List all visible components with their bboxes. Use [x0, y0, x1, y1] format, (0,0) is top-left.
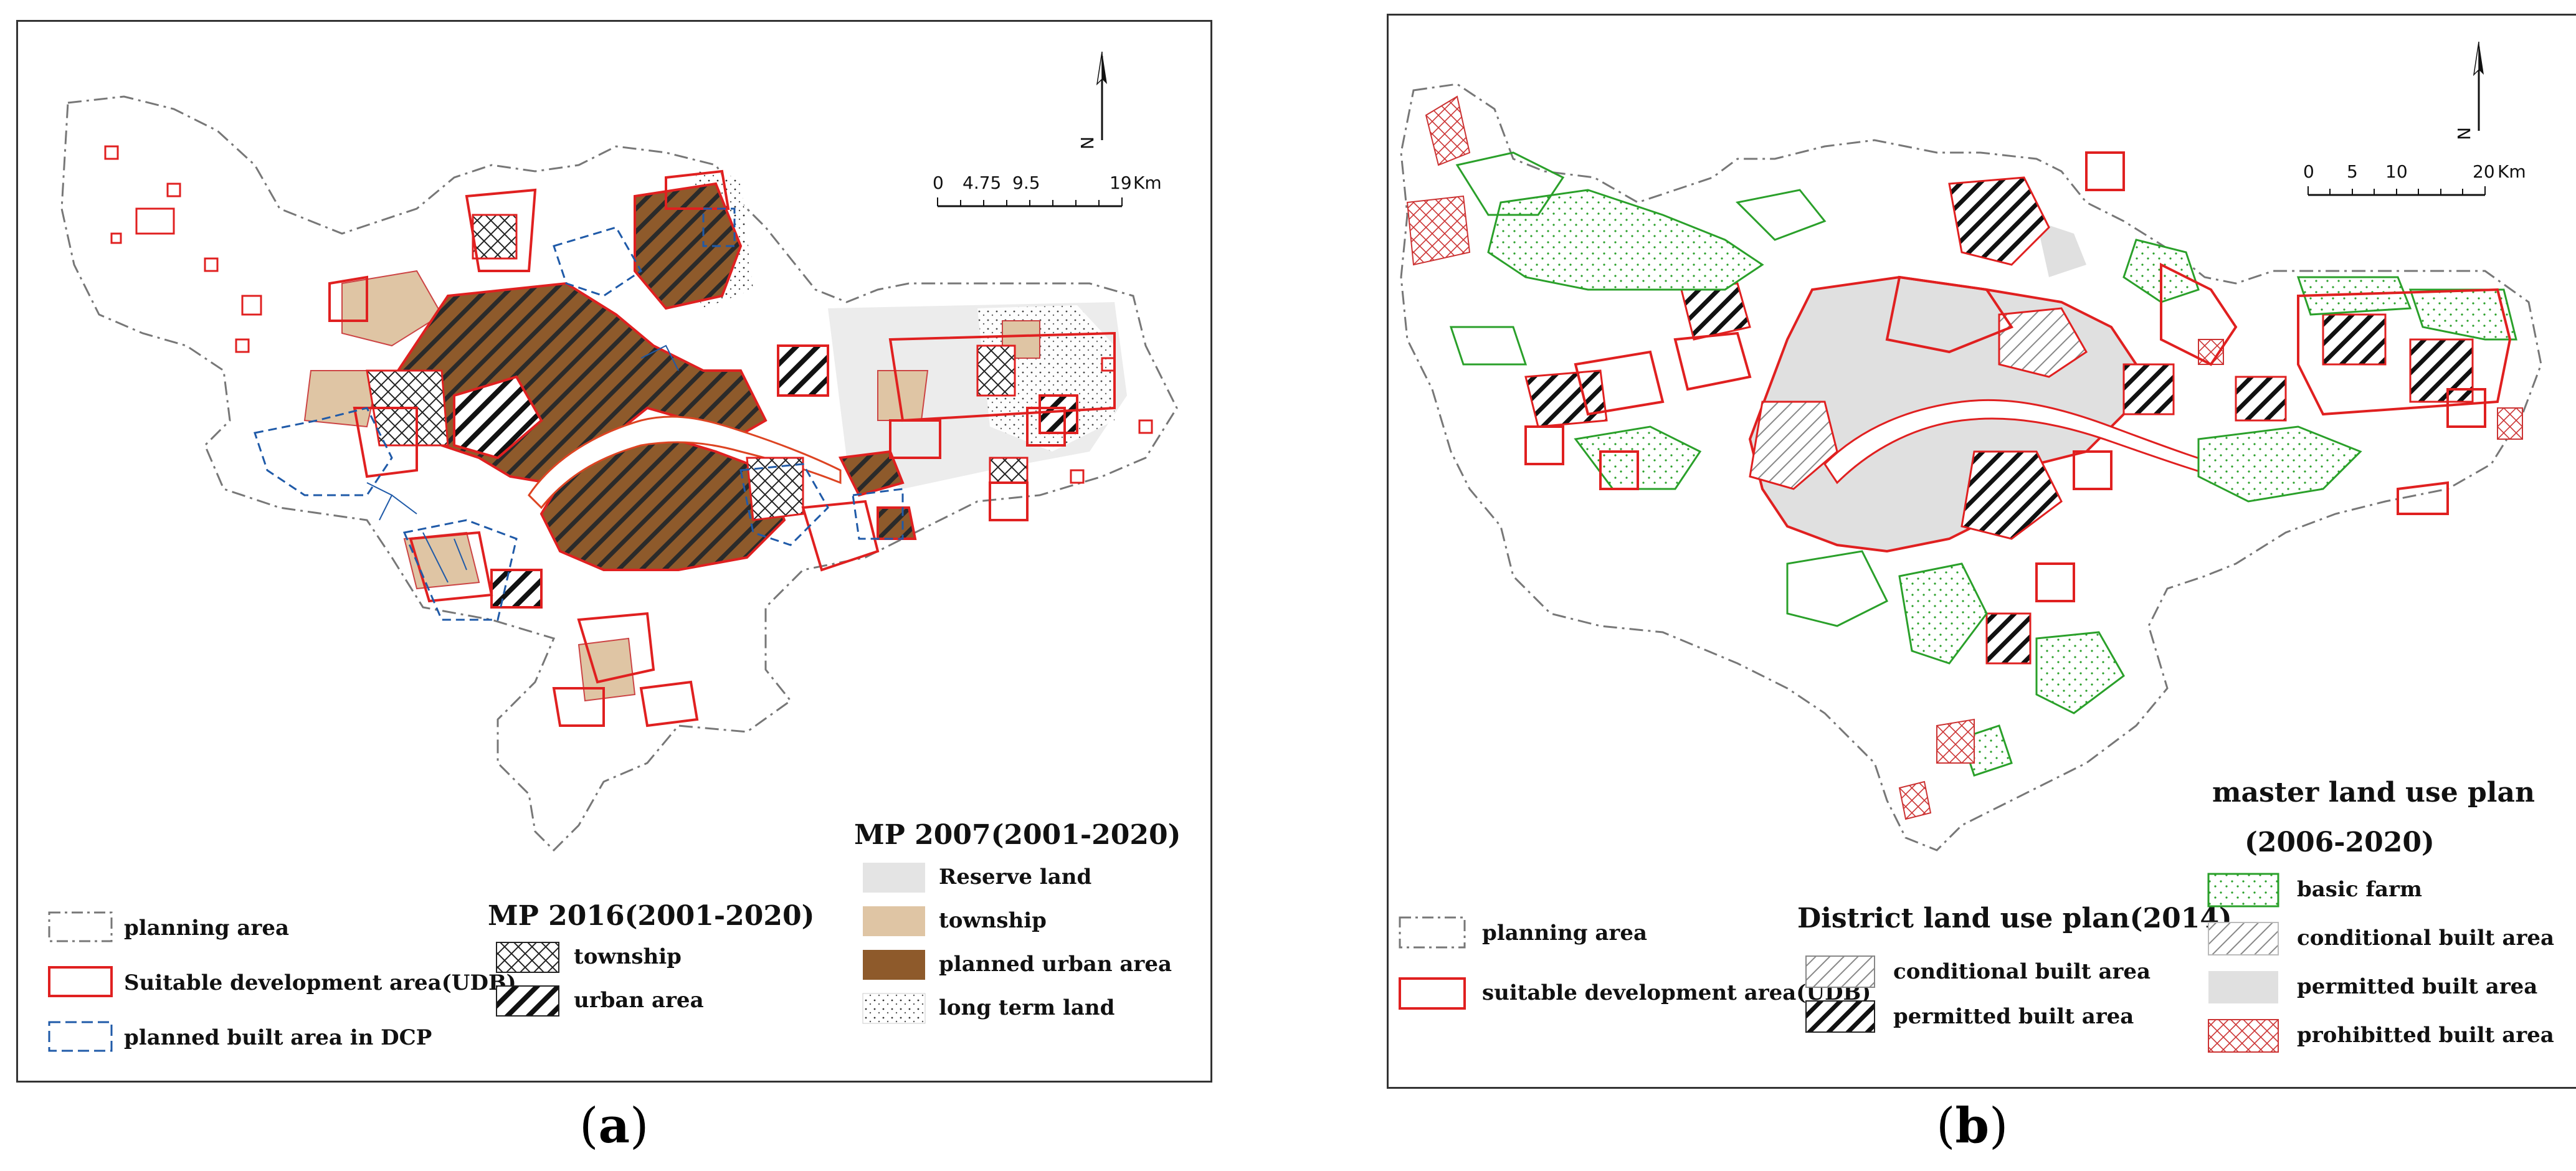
- legend-symbol-planning-area: [48, 911, 113, 942]
- north-label-b: N: [2454, 127, 2474, 140]
- legend-general: planning area Suitable development area(…: [48, 911, 516, 1052]
- river: [528, 415, 842, 510]
- scale-unit: Km: [1133, 173, 1162, 193]
- legend-b-label-planning-area: planning area: [1482, 921, 1647, 946]
- north-arrow: N: [1077, 51, 1107, 149]
- legend-label-planned-urban: planned urban area: [939, 952, 1172, 977]
- legend-label-dcp: planned built area in DCP: [124, 1025, 432, 1050]
- north-arrow-b: N: [2454, 41, 2484, 140]
- udb-small-parcels: [104, 145, 1153, 484]
- dcp-planned-built-area: [254, 207, 904, 621]
- legend-label-urban-area: urban area: [574, 988, 704, 1013]
- legend-b-symbol-planning-area: [1399, 916, 1466, 949]
- dcp-fragments: [366, 344, 679, 583]
- prohibited-built-zones: [1406, 95, 2523, 820]
- legend-label-planning-area: planning area: [124, 916, 289, 941]
- caption-b-letter: b: [1955, 1098, 1989, 1154]
- legend-b-label-basic-farm: basic farm: [2297, 877, 2422, 902]
- legend-master: master land use plan (2006-2020) basic f…: [2207, 777, 2554, 1053]
- legend-master-title-1: master land use plan: [2212, 777, 2535, 808]
- legend-b-symbol-permitted-bold: [1805, 1000, 1875, 1033]
- legend-label-udb: Suitable development area(UDB): [124, 970, 516, 995]
- legend-symbol-urban-area: [496, 985, 559, 1017]
- legend-mp2016: MP 2016(2001-2020) township urban area: [488, 900, 814, 1017]
- udb-outlines-b: [1524, 151, 2512, 602]
- legend-symbol-township-tan: [863, 906, 925, 936]
- conditional-built-zone-2: [1998, 307, 2088, 378]
- legend-b-symbol-prohibited: [2208, 1019, 2279, 1053]
- permitted-built-gray-2: [2037, 221, 2086, 277]
- scale-bar: 0 4.75 9.5 19 Km: [933, 173, 1162, 207]
- scale-b-label-0: 0: [2303, 161, 2314, 182]
- caption-a-letter: a: [598, 1098, 630, 1154]
- scale-label-2: 9.5: [1012, 173, 1040, 193]
- legend-symbol-planned-urban: [863, 950, 925, 980]
- legend-symbol-udb: [48, 966, 113, 997]
- basic-farm-outlines: [1449, 151, 1889, 627]
- map-panel-a: N 0 4.75 9.5 19 Km plan: [16, 20, 1212, 1083]
- basic-farm-zones: [1487, 189, 2517, 777]
- legend-label-long-term: long term land: [939, 995, 1115, 1020]
- north-label: N: [1077, 136, 1098, 149]
- scale-b-label-2: 10: [2385, 161, 2408, 182]
- scale-label-0: 0: [933, 173, 944, 193]
- legend-b-symbol-conditional-thin: [1805, 955, 1875, 988]
- caption-a: (a): [579, 1098, 649, 1154]
- legend-label-township-2007: township: [939, 908, 1047, 933]
- legend-symbol-long-term: [862, 993, 926, 1024]
- scale-label-1: 4.75: [962, 173, 1001, 193]
- scale-label-3: 19: [1110, 173, 1132, 193]
- legend-b-symbol-udb: [1399, 977, 1466, 1010]
- map-panel-b: N 0 5 10 20 Km planning: [1387, 14, 2576, 1089]
- map-b-canvas: N 0 5 10 20 Km planning: [1399, 41, 2554, 1053]
- legend-mp2007-title: MP 2007(2001-2020): [854, 819, 1181, 851]
- legend-b-label-prohibited: prohibitted built area: [2297, 1023, 2554, 1048]
- legend-b-symbol-permitted-gray: [2208, 971, 2278, 1003]
- legend-b-label-permitted-master: permitted built area: [2297, 974, 2537, 999]
- legend-symbol-reserve-land: [863, 863, 925, 893]
- legend-symbol-dcp: [48, 1021, 113, 1052]
- legend-district-title: District land use plan(2014): [1797, 903, 2232, 934]
- mp2016-urban-zones: [453, 344, 1078, 609]
- map-a-canvas: N 0 4.75 9.5 19 Km plan: [48, 51, 1181, 1052]
- udb-outlines: [328, 169, 1116, 728]
- legend-b-label-conditional-district: conditional built area: [1893, 959, 2151, 984]
- legend-b-symbol-basic-farm: [2207, 873, 2279, 908]
- legend-label-township-2016: township: [574, 944, 682, 969]
- legend-mp2007: MP 2007(2001-2020) Reserve land township…: [854, 819, 1181, 1024]
- conditional-built-zone: [1749, 401, 1838, 490]
- legend-district: District land use plan(2014) conditional…: [1797, 903, 2232, 1033]
- legend-master-title-2: (2006-2020): [2245, 827, 2435, 858]
- scale-b-label-1: 5: [2347, 161, 2358, 182]
- scale-bar-b: 0 5 10 20 Km: [2303, 161, 2526, 196]
- legend-b-symbol-conditional-master: [2208, 922, 2279, 955]
- legend-b-label-permitted-district: permitted built area: [1893, 1004, 2134, 1029]
- legend-mp2016-title: MP 2016(2001-2020): [488, 900, 814, 932]
- caption-b: (b): [1936, 1098, 2008, 1154]
- legend-b-label-conditional-master: conditional built area: [2297, 926, 2554, 951]
- scale-b-label-3: 20: [2473, 161, 2495, 182]
- legend-label-reserve-land: Reserve land: [939, 865, 1091, 889]
- scale-b-unit: Km: [2498, 161, 2526, 182]
- legend-symbol-township-cross: [496, 942, 559, 973]
